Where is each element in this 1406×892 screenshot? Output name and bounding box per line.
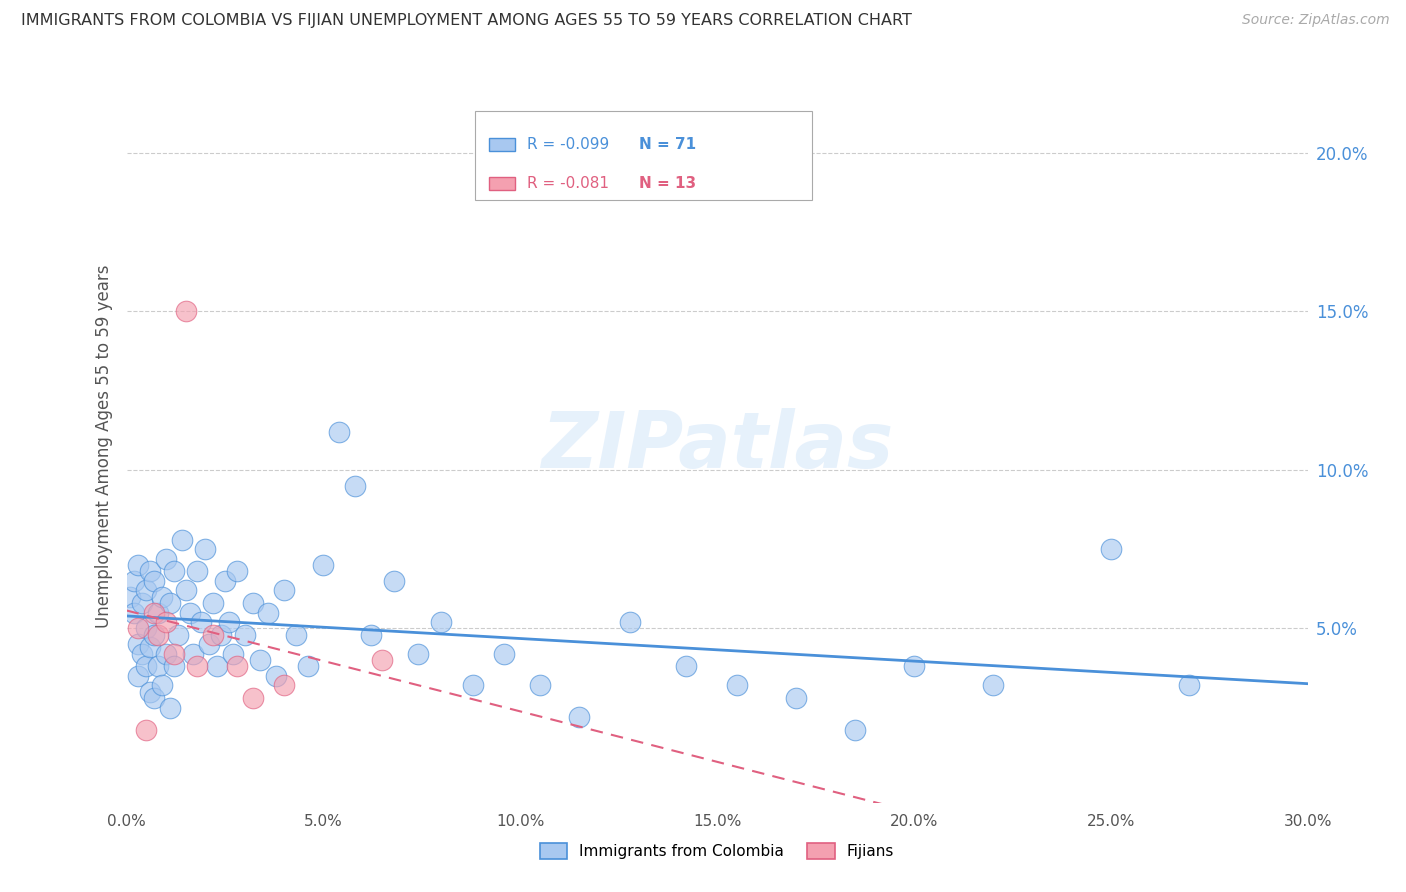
Text: N = 13: N = 13 [640,177,696,191]
Point [205,659,228,673]
Point [146,628,169,642]
Point [124,606,146,620]
Point [194,542,217,557]
Y-axis label: Unemployment Among Ages 55 to 59 years: Unemployment Among Ages 55 to 59 years [94,264,112,628]
Point [343,478,366,492]
Point [328,425,350,439]
Text: IMMIGRANTS FROM COLOMBIA VS FIJIAN UNEMPLOYMENT AMONG AGES 55 TO 59 YEARS CORREL: IMMIGRANTS FROM COLOMBIA VS FIJIAN UNEMP… [21,13,912,29]
Point [249,653,271,667]
Point [202,596,225,610]
Point [139,685,162,699]
Point [209,628,232,642]
Point [619,615,641,629]
Point [981,678,1004,692]
Point [159,596,181,610]
Point [186,659,208,673]
Point [568,710,591,724]
Point [406,647,429,661]
Point [225,564,247,578]
Text: N = 71: N = 71 [640,137,696,152]
Point [183,647,205,661]
Text: ZIPatlas: ZIPatlas [541,408,893,484]
Point [675,659,697,673]
Point [529,678,551,692]
Point [785,691,807,706]
Point [725,678,748,692]
Point [143,628,166,642]
Point [360,628,382,642]
Point [159,700,181,714]
Point [179,606,201,620]
Point [284,628,307,642]
Point [135,583,157,598]
Point [198,637,221,651]
Point [273,678,295,692]
Point [124,574,146,588]
Point [1178,678,1201,692]
Point [222,647,245,661]
Point [312,558,335,572]
Point [1099,542,1122,557]
Point [163,564,186,578]
Text: R = -0.099: R = -0.099 [527,137,609,152]
Point [257,606,280,620]
Point [131,596,153,610]
FancyBboxPatch shape [489,178,515,190]
Point [143,691,166,706]
Point [127,637,149,651]
Point [461,678,484,692]
Point [174,583,197,598]
Point [186,564,208,578]
Point [273,583,295,598]
Point [135,723,157,737]
Point [163,659,186,673]
Point [430,615,453,629]
Point [225,659,247,673]
Point [218,615,240,629]
Point [150,678,173,692]
Point [214,574,236,588]
Point [135,659,157,673]
Point [155,615,177,629]
Point [903,659,925,673]
Point [127,558,149,572]
Point [163,647,186,661]
Point [150,590,173,604]
Point [155,551,177,566]
Point [190,615,212,629]
Point [155,647,177,661]
Text: R = -0.081: R = -0.081 [527,177,609,191]
Point [143,606,166,620]
Point [127,669,149,683]
Point [494,647,516,661]
Point [297,659,319,673]
FancyBboxPatch shape [489,138,515,151]
Point [120,590,142,604]
Point [233,628,256,642]
Point [844,723,866,737]
Point [131,647,153,661]
Point [242,596,264,610]
Point [166,628,188,642]
Point [174,304,197,318]
Point [202,628,225,642]
Point [242,691,264,706]
Point [146,606,169,620]
Point [264,669,287,683]
Point [127,621,149,635]
Point [135,621,157,635]
Point [143,574,166,588]
FancyBboxPatch shape [475,111,811,200]
Text: Source: ZipAtlas.com: Source: ZipAtlas.com [1241,13,1389,28]
Point [139,564,162,578]
Point [170,533,193,547]
Legend: Immigrants from Colombia, Fijians: Immigrants from Colombia, Fijians [531,835,903,866]
Point [382,574,405,588]
Point [139,640,162,655]
Point [146,659,169,673]
Point [371,653,394,667]
